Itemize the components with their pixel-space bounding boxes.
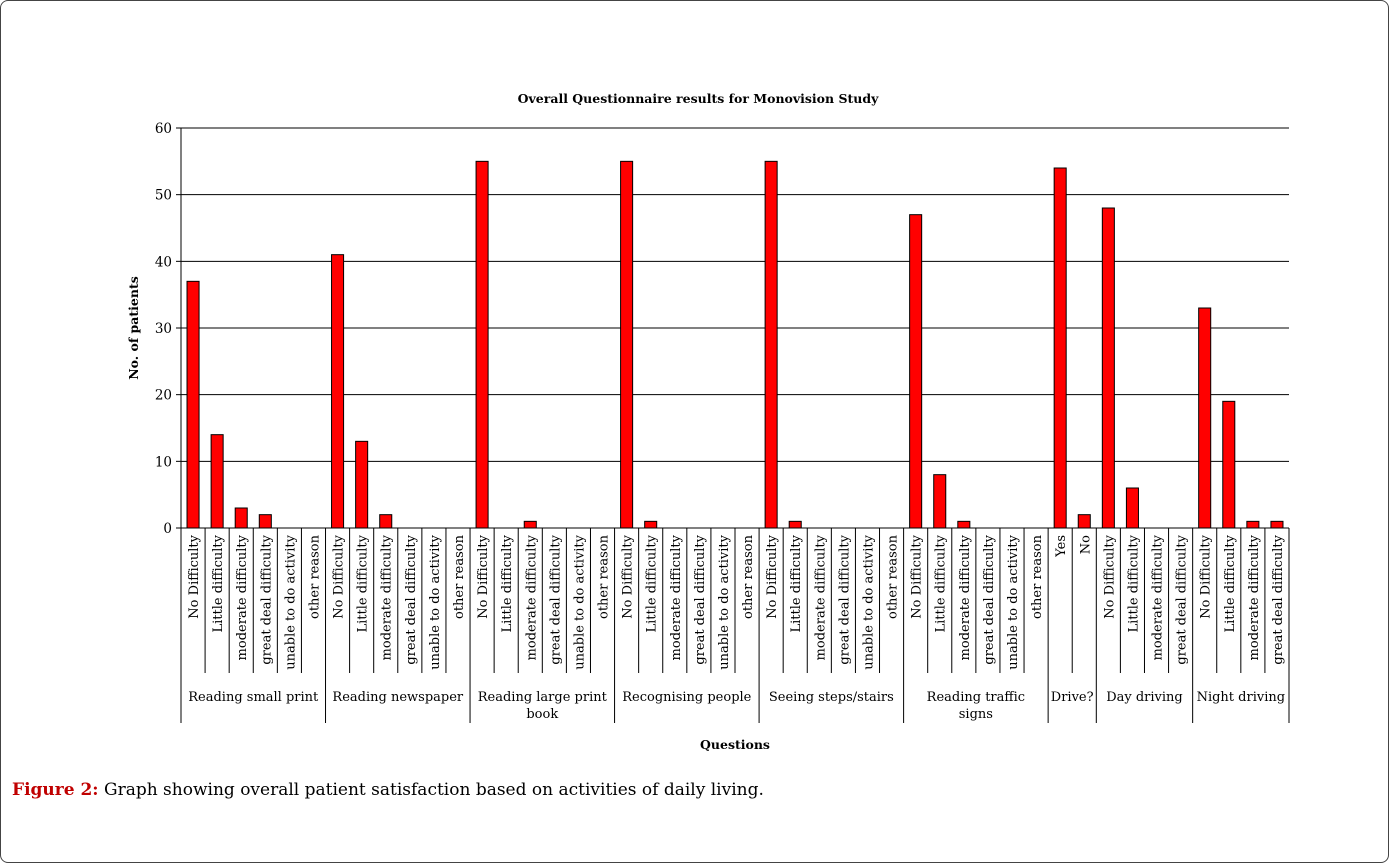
category-label: moderate difficulty [1151, 534, 1166, 660]
category-label: moderate difficulty [235, 534, 250, 660]
bar [764, 160, 778, 529]
category-label: Little difficulty [356, 534, 371, 632]
bar [331, 254, 345, 529]
bar [258, 514, 272, 529]
group-label: Reading traffic signs [927, 690, 1025, 722]
category-label: unable to do activity [1006, 534, 1021, 669]
chart-title: Overall Questionnaire results for Monovi… [518, 91, 879, 106]
category-label: Little difficulty [789, 534, 804, 632]
bar [1246, 520, 1260, 529]
category-label: Yes [1054, 535, 1069, 558]
category-label: No Difficulty [765, 534, 780, 618]
bar [1222, 400, 1236, 529]
y-tick-label: 10 [155, 454, 172, 470]
category-label: unable to do activity [861, 534, 876, 669]
y-axis-label: No. of patients [126, 276, 141, 380]
category-label: unable to do activity [283, 534, 298, 669]
category-label: Little difficulty [211, 534, 226, 632]
category-label: No Difficulty [910, 534, 925, 618]
category-label: unable to do activity [572, 534, 587, 669]
y-tick-label: 30 [155, 321, 172, 337]
category-label: No Difficulty [332, 534, 347, 618]
category-label: No Difficulty [476, 534, 491, 618]
category-label: other reason [741, 534, 756, 619]
bar [1198, 307, 1212, 529]
category-label: great deal difficulty [1271, 534, 1286, 664]
category-label: unable to do activity [428, 534, 443, 669]
bar [1101, 207, 1115, 529]
bar [933, 474, 947, 529]
bar [379, 514, 393, 529]
category-label: Little difficulty [1223, 534, 1238, 632]
category-label: moderate difficulty [669, 534, 684, 660]
bar [210, 434, 224, 529]
category-label: moderate difficulty [1247, 534, 1262, 660]
category-label: No Difficulty [1102, 534, 1117, 618]
bar [475, 160, 489, 529]
figure-caption-text: Graph showing overall patient satisfacti… [103, 780, 764, 800]
bars [186, 160, 1284, 529]
group-label: Night driving [1197, 690, 1285, 705]
group-label: Recognising people [622, 690, 751, 705]
category-label: other reason [886, 534, 901, 619]
category-label: moderate difficulty [524, 534, 539, 660]
group-label: Drive? [1051, 690, 1094, 705]
bar [1270, 520, 1284, 529]
bar [355, 440, 369, 529]
category-label: other reason [307, 534, 322, 619]
group-label: Reading small print [188, 690, 319, 705]
group-label: Seeing steps/stairs [769, 690, 894, 705]
group-label: Reading large print book [478, 690, 608, 722]
bar [1077, 514, 1091, 529]
bar [788, 520, 802, 529]
category-label: other reason [452, 534, 467, 619]
group-label: Reading newspaper [332, 690, 463, 705]
bar [1125, 487, 1139, 529]
category-label: moderate difficulty [813, 534, 828, 660]
category-label: Little difficulty [645, 534, 660, 632]
category-label: great deal difficulty [693, 534, 708, 664]
category-label: unable to do activity [717, 534, 732, 669]
x-axis: No Difficulty Little difficulty moderate d… [180, 527, 1290, 723]
category-label: great deal difficulty [548, 534, 563, 664]
category-label: No Difficulty [1199, 534, 1214, 618]
bar [909, 214, 923, 529]
figure-label: Figure 2: [12, 780, 99, 800]
bar [644, 520, 658, 529]
category-label: moderate difficulty [958, 534, 973, 660]
y-tick-label: 40 [155, 254, 172, 270]
category-label: No Difficulty [187, 534, 202, 618]
y-axis-ticks: 0 10 20 30 40 50 60 [155, 121, 182, 537]
category-label: Little difficulty [500, 534, 515, 632]
bar [957, 520, 971, 529]
category-label: great deal difficulty [259, 534, 274, 664]
y-tick-label: 20 [155, 388, 172, 404]
bar-chart: Overall Questionnaire results for Monovi… [126, 91, 1290, 752]
category-label: great deal difficulty [837, 534, 852, 664]
bar [234, 507, 248, 529]
category-label: Little difficulty [934, 534, 949, 632]
bar [620, 160, 634, 529]
group-label: Day driving [1106, 690, 1183, 705]
category-label: great deal difficulty [982, 534, 997, 664]
bar [186, 280, 200, 529]
category-label: moderate difficulty [380, 534, 395, 660]
category-label: great deal difficulty [1175, 534, 1190, 664]
category-label: other reason [1030, 534, 1045, 619]
bar [523, 520, 537, 529]
category-label: Little difficulty [1126, 534, 1141, 632]
y-tick-label: 0 [163, 521, 172, 537]
category-label: great deal difficulty [404, 534, 419, 664]
x-axis-label: Questions [700, 737, 770, 752]
y-tick-label: 50 [155, 188, 172, 204]
category-label: other reason [597, 534, 612, 619]
bar [1053, 167, 1067, 529]
gridlines [181, 127, 1289, 529]
y-tick-label: 60 [155, 121, 172, 137]
category-label: No [1078, 535, 1093, 554]
figure-caption: Figure 2: Graph showing overall patient … [12, 780, 1372, 800]
category-label: No Difficulty [621, 534, 636, 618]
